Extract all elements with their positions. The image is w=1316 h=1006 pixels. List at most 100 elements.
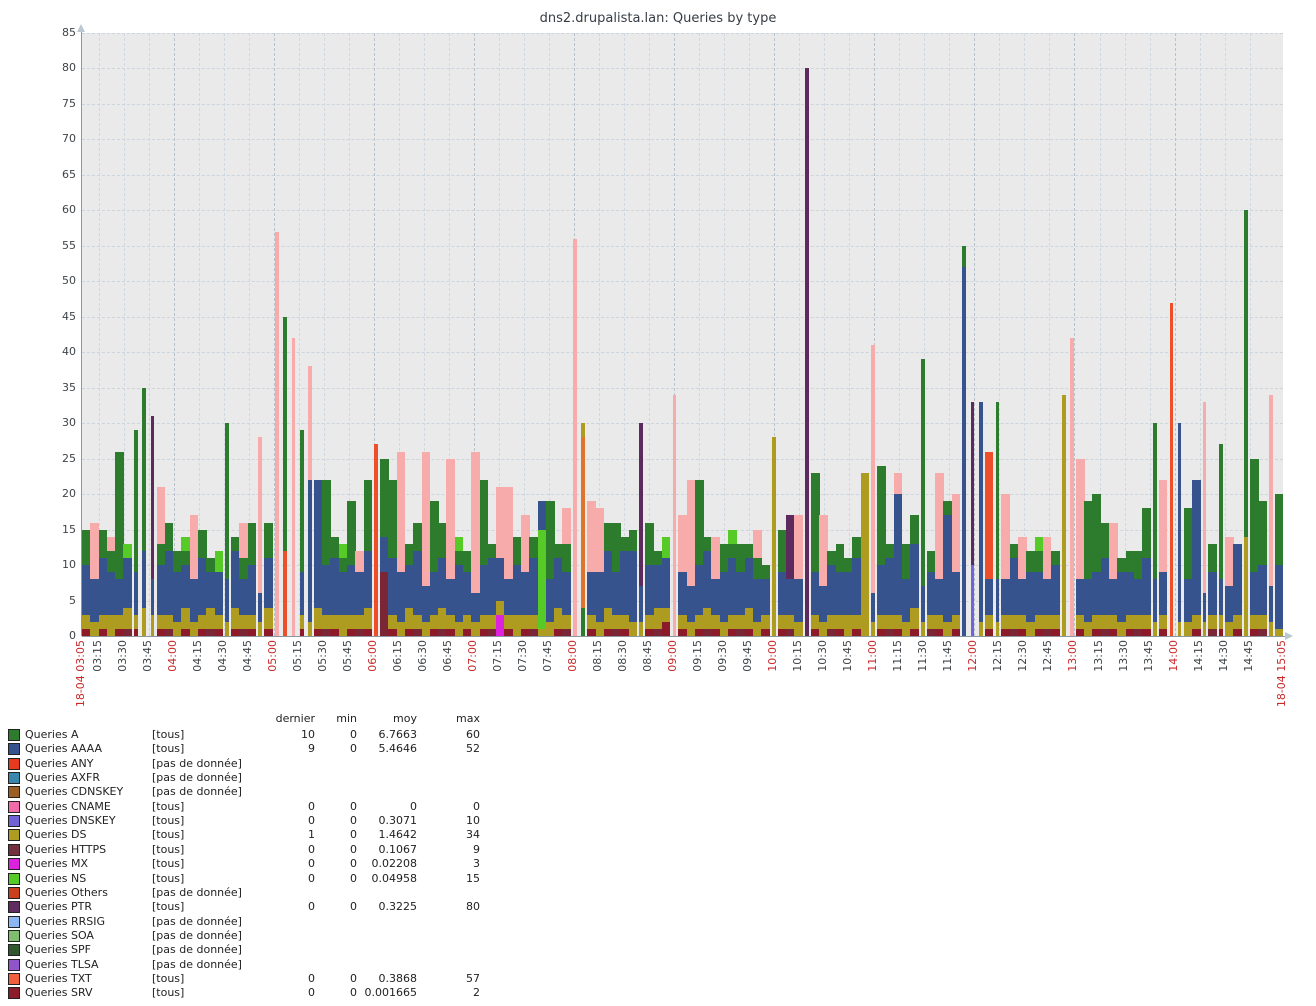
bar: [537, 501, 547, 636]
bar-segment: [984, 628, 994, 636]
bar: [935, 472, 944, 636]
bar-segment: [156, 487, 166, 544]
bar: [496, 487, 505, 636]
bar-segment: [1268, 394, 1273, 587]
bar: [281, 316, 290, 636]
bar-segment: [1100, 628, 1110, 636]
v-gridline: [1124, 33, 1126, 636]
bar-segment: [421, 621, 431, 636]
bar-segment: [562, 628, 572, 636]
bar-segment: [142, 387, 147, 551]
bar-segment: [951, 494, 961, 573]
bar-segment: [744, 557, 754, 608]
v-gridline: [874, 33, 876, 636]
bar-segment: [115, 579, 124, 615]
legend-header-dernier: dernier: [275, 712, 315, 725]
bar-segment: [587, 614, 596, 629]
bar-segment: [711, 579, 721, 615]
bar-segment: [794, 579, 803, 622]
v-gridline: [899, 33, 901, 636]
legend-dernier: 0: [308, 871, 315, 885]
bar-segment: [935, 628, 944, 636]
bar-segment: [363, 479, 373, 551]
v-gridline: [699, 33, 701, 636]
legend-label: Queries SOA: [25, 928, 94, 942]
legend-swatch: [8, 915, 20, 928]
bar: [181, 536, 191, 636]
bar-segment: [197, 557, 207, 615]
bar-segment: [612, 572, 621, 615]
bar-segment: [1001, 579, 1011, 615]
bar-segment: [181, 607, 191, 629]
bar-segment: [827, 550, 837, 566]
bar-segment: [537, 529, 547, 629]
bar-segment: [786, 579, 795, 615]
bar-segment: [471, 621, 480, 636]
bar-segment: [810, 628, 820, 636]
y-tick-label: 85: [62, 26, 76, 39]
legend-scope: [tous]: [152, 814, 185, 828]
bar-segment: [463, 628, 472, 636]
bar: [1026, 550, 1035, 636]
bar-segment: [926, 572, 936, 615]
x-tick-label: 14:30: [1216, 640, 1230, 672]
bar-segment: [951, 628, 961, 636]
bar: [761, 565, 770, 636]
v-gridline: [398, 33, 400, 636]
bar-segment: [496, 614, 505, 636]
bar-segment: [347, 614, 356, 629]
bar-segment: [156, 614, 166, 629]
x-tick-label: 10:00: [766, 640, 780, 672]
bar: [1150, 423, 1159, 636]
bar: [247, 522, 257, 636]
bar-segment: [363, 607, 373, 629]
bar-segment: [921, 586, 925, 622]
bar-segment: [264, 557, 273, 608]
bar-segment: [1158, 614, 1168, 629]
bar-segment: [454, 565, 464, 622]
bar-segment: [231, 628, 240, 636]
bar-segment: [1142, 557, 1151, 615]
legend-swatch: [8, 872, 20, 885]
v-gridline: [674, 33, 676, 636]
bar-segment: [123, 607, 133, 629]
legend-header-moy: moy: [393, 712, 417, 725]
legend-label: Queries CNAME: [25, 799, 111, 813]
bar-segment: [612, 522, 621, 573]
bar-segment: [413, 550, 422, 615]
bar-segment: [355, 628, 364, 636]
bar-segment: [1249, 458, 1259, 573]
v-gridline: [423, 33, 425, 636]
x-tick-label: 13:45: [1141, 640, 1155, 672]
bar-segment: [496, 557, 505, 601]
v-gridline: [248, 33, 250, 636]
bar: [1068, 338, 1077, 636]
bar-segment: [1274, 494, 1284, 566]
bar-segment: [1244, 210, 1248, 537]
bar-segment: [529, 628, 538, 636]
h-gridline: [82, 458, 1283, 460]
bar-segment: [603, 522, 613, 551]
legend-dernier: 10: [301, 728, 315, 741]
x-tick-label: 05:00: [265, 640, 279, 672]
bar: [297, 430, 306, 636]
x-tick-label: 04:15: [190, 640, 204, 672]
bar-segment: [1268, 586, 1273, 622]
bar-segment: [239, 614, 249, 629]
bar-segment: [678, 628, 688, 636]
legend-scope: [tous]: [152, 728, 185, 741]
bar: [90, 522, 99, 636]
bar-segment: [581, 607, 586, 636]
bar-segment: [1258, 614, 1267, 629]
bar-segment: [871, 345, 876, 594]
bar: [827, 550, 837, 636]
bar-segment: [115, 451, 124, 580]
bar-segment: [979, 401, 983, 622]
y-tick-label: 60: [62, 203, 76, 217]
bar-segment: [736, 628, 745, 636]
bar-segment: [639, 621, 644, 636]
bar-segment: [1158, 572, 1168, 615]
bar-segment: [1142, 614, 1151, 629]
bar-segment: [1249, 628, 1259, 636]
